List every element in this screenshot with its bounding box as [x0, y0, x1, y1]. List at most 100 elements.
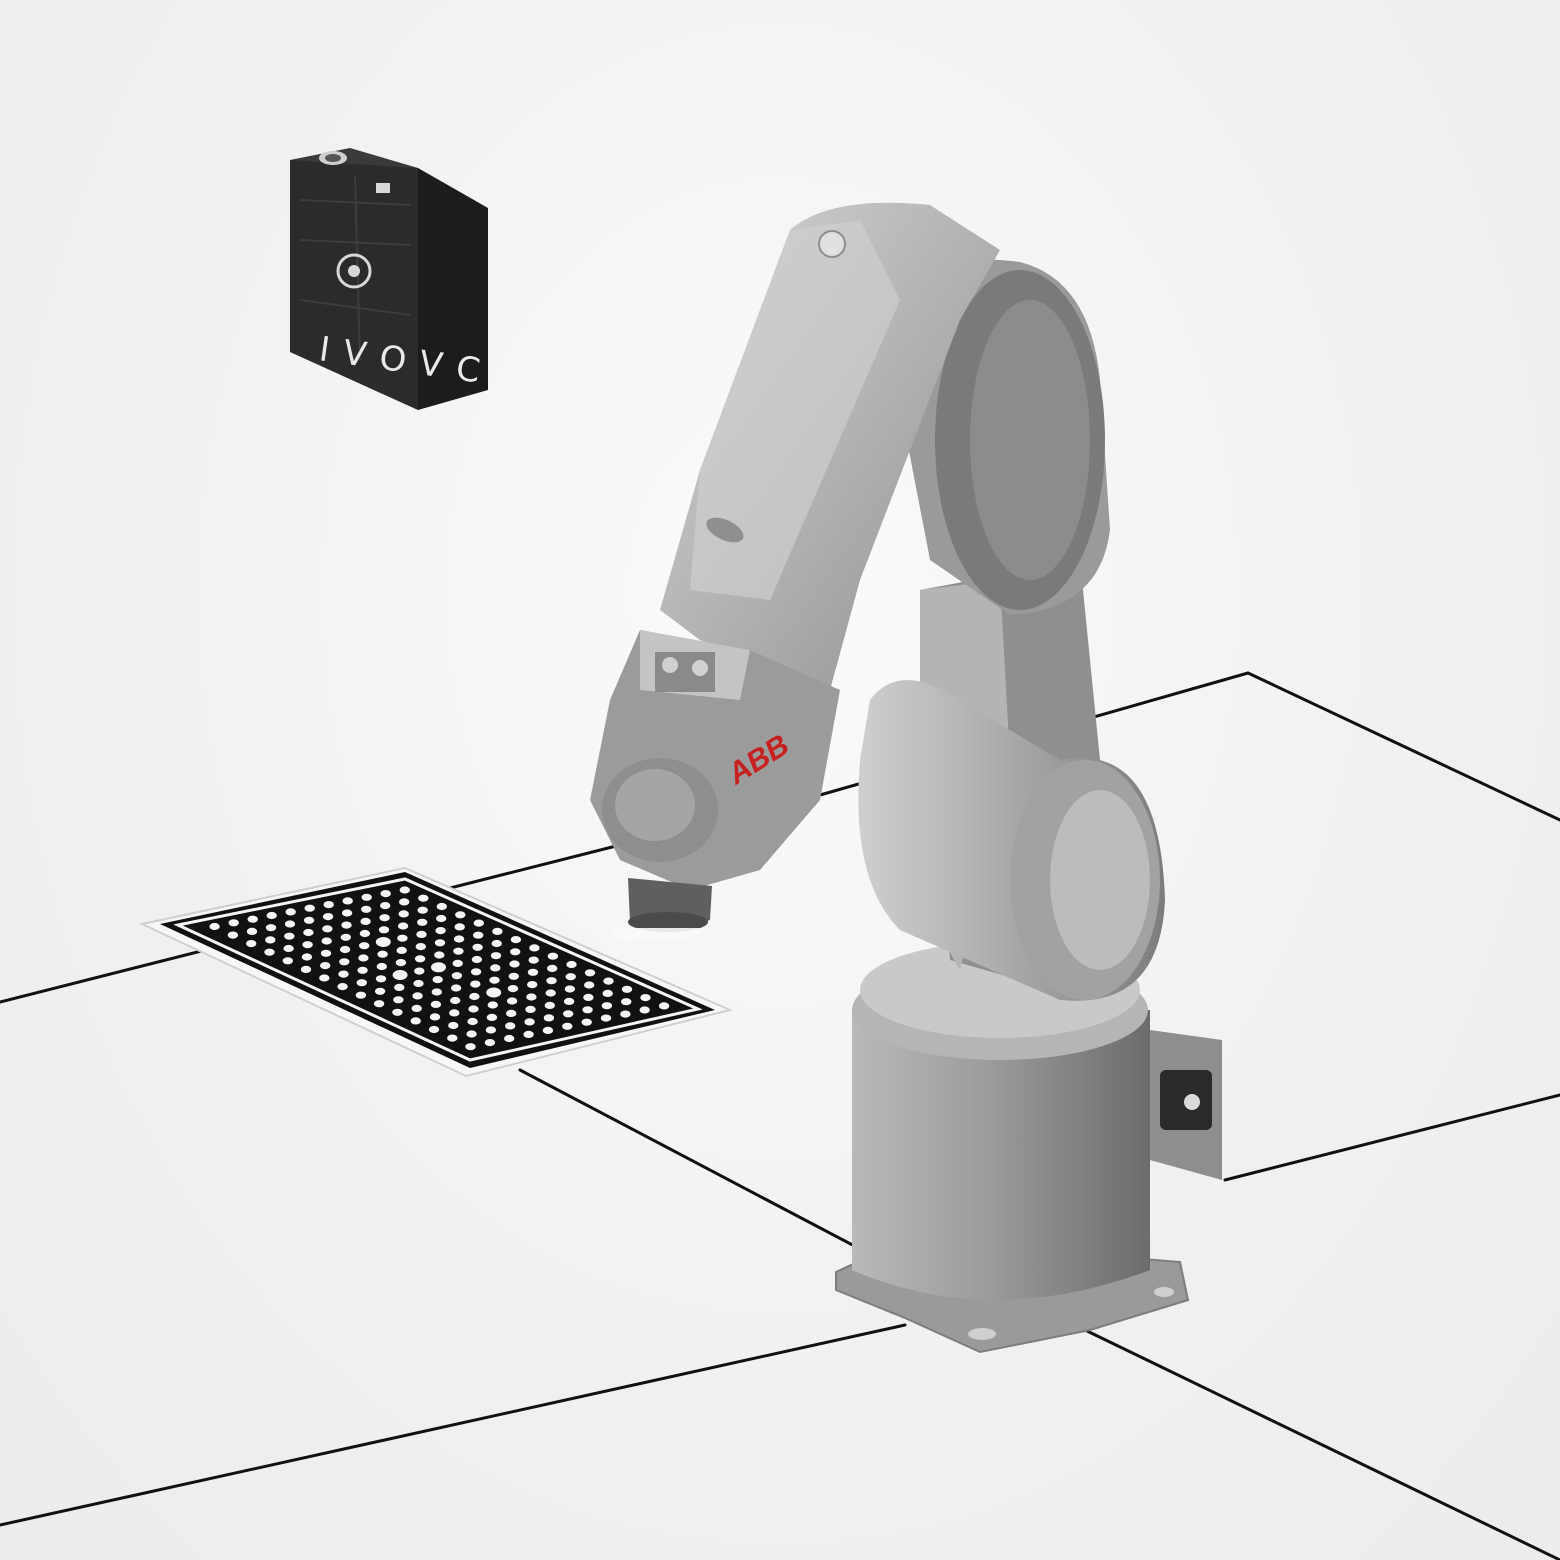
calibration-dot	[320, 949, 332, 957]
calibration-dot	[375, 937, 391, 947]
calibration-dot	[411, 1004, 422, 1013]
robot-wrist: ABB	[590, 630, 840, 890]
calibration-dot	[620, 1010, 631, 1018]
calibration-dot	[486, 1013, 498, 1022]
calibration-dot	[450, 996, 461, 1005]
calibration-dot	[434, 939, 446, 947]
calibration-dot	[342, 897, 353, 905]
calibration-dot	[508, 972, 519, 980]
calibration-dot	[492, 927, 503, 936]
calibration-dot	[450, 984, 462, 992]
calibration-dot	[265, 924, 277, 932]
calibration-dot	[320, 962, 331, 970]
calibration-dot	[357, 966, 368, 974]
calibration-dot	[399, 898, 410, 906]
calibration-dot	[322, 925, 333, 933]
calibration-dot	[525, 1005, 536, 1014]
calibration-dot	[246, 927, 258, 936]
calibration-dot	[600, 1014, 612, 1022]
calibration-dot	[583, 993, 594, 1002]
calibration-dot	[429, 1013, 441, 1021]
calibration-dot	[529, 944, 540, 952]
calibration-dot	[376, 962, 387, 971]
calibration-dot	[414, 955, 426, 963]
calibration-dot	[487, 1001, 498, 1009]
calibration-dot	[452, 959, 463, 968]
calibration-dot	[361, 893, 372, 901]
calibration-dot	[640, 994, 651, 1002]
calibration-dot	[323, 901, 334, 909]
calibration-dot	[506, 1009, 517, 1018]
calibration-dot	[581, 1018, 592, 1026]
calibration-dot	[432, 976, 443, 984]
calibration-dot	[447, 1034, 458, 1042]
robot-upper-arm	[660, 202, 1000, 690]
calibration-dot	[490, 964, 501, 972]
calibration-dot	[322, 913, 334, 921]
calibration-dot	[339, 945, 351, 954]
calibration-dot	[455, 911, 466, 919]
calibration-dot	[453, 935, 465, 943]
calibration-dot	[300, 965, 312, 974]
calibration-dot	[547, 964, 558, 973]
calibration-dot	[209, 922, 220, 931]
calibration-dot	[467, 1017, 478, 1026]
calibration-dot	[417, 906, 428, 914]
robot-tool-flange	[610, 878, 712, 942]
calibration-dot	[284, 920, 296, 928]
calibration-dot	[454, 923, 465, 931]
robot-base	[852, 942, 1150, 1300]
calibration-dot	[563, 997, 575, 1006]
calibration-dot	[542, 1026, 554, 1034]
robot-connector-box	[1150, 1030, 1222, 1180]
calibration-dot	[247, 915, 258, 923]
calibration-dot	[397, 922, 409, 930]
calibration-dot	[491, 939, 502, 948]
calibration-dot	[472, 943, 483, 951]
calibration-dot	[396, 946, 407, 955]
calibration-dot	[228, 919, 239, 927]
calibration-dot	[473, 919, 484, 927]
calibration-dot	[394, 983, 405, 992]
calibration-dot	[468, 1005, 479, 1013]
calibration-dot	[319, 974, 330, 982]
calibration-dot	[435, 927, 446, 935]
calibration-dot	[658, 1002, 670, 1010]
calibration-dot	[436, 914, 447, 923]
calibration-dot	[418, 894, 429, 902]
calibration-dot	[469, 992, 480, 1001]
calibration-dot	[564, 985, 576, 993]
calibration-dot	[489, 976, 500, 984]
calibration-dot	[448, 1021, 459, 1030]
calibration-dot	[339, 958, 350, 966]
calibration-dot	[303, 916, 315, 924]
calibration-dot	[547, 952, 559, 960]
calibration-dot	[392, 970, 408, 980]
calibration-dot	[373, 1000, 385, 1008]
calibration-dot	[436, 902, 447, 911]
calibration-dot	[428, 1025, 440, 1034]
calibration-dot	[465, 1043, 476, 1051]
calibration-dot	[417, 918, 428, 926]
camera-indicator-icon	[376, 183, 390, 193]
calibration-dot	[523, 1030, 534, 1038]
calibration-dot	[449, 1009, 460, 1017]
calibration-dot	[359, 942, 370, 950]
calibration-dot	[321, 937, 332, 945]
calibration-dot	[486, 987, 502, 998]
calibration-dot	[509, 960, 520, 968]
calibration-dot	[601, 1002, 613, 1010]
calibration-dot	[430, 1000, 442, 1009]
calibration-dot	[341, 909, 353, 917]
calibration-dot	[473, 931, 484, 939]
calibration-dot	[453, 947, 464, 955]
calibration-dot	[266, 911, 277, 920]
calibration-dot	[355, 991, 367, 999]
calibration-dot	[416, 930, 427, 939]
calibration-dot	[392, 1008, 403, 1016]
camera-connector-icon	[319, 151, 347, 165]
calibration-dot	[431, 988, 442, 996]
calibration-dot	[603, 977, 614, 985]
